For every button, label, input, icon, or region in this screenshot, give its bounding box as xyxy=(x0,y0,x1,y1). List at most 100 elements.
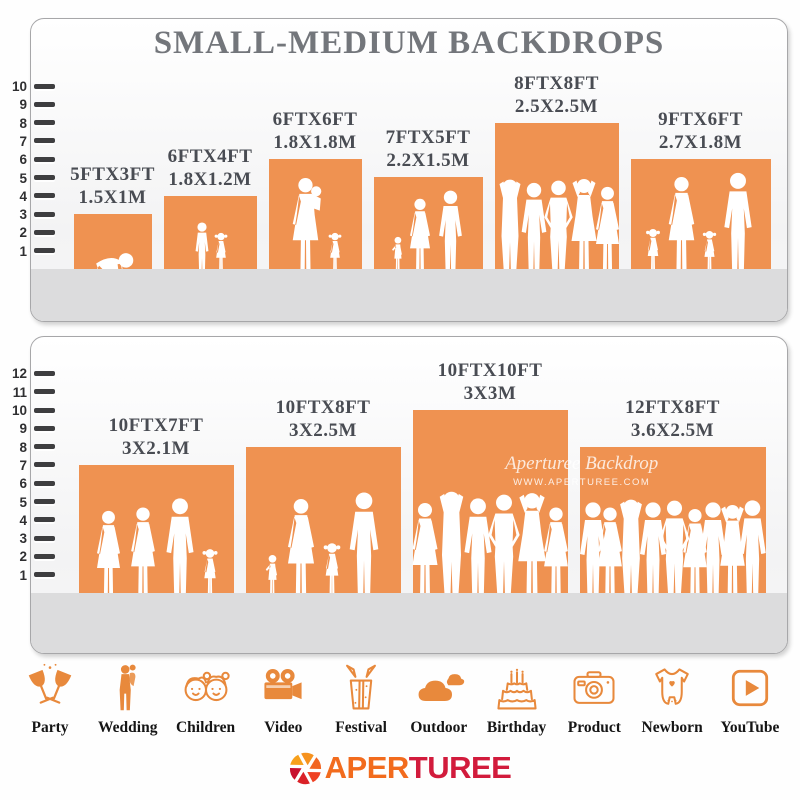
person-silhouette-woman xyxy=(90,510,127,602)
ruler-tick xyxy=(34,211,55,217)
ruler-tick xyxy=(34,389,55,395)
person-silhouette-woman xyxy=(589,186,626,278)
backdrop-box xyxy=(630,159,771,269)
ruler-number: 7 xyxy=(19,457,27,473)
backdrop-size-ft-label: 10FTX8FT xyxy=(275,397,371,419)
outdoor-icon xyxy=(418,674,465,701)
category-label: Outdoor xyxy=(410,719,468,736)
ruler-number: 10 xyxy=(11,403,27,418)
category-product: Product xyxy=(560,662,628,737)
person-silhouette-man xyxy=(433,190,468,278)
backdrop-size-m-label: 2.5X2.5M xyxy=(514,95,599,117)
category-label: Newborn xyxy=(641,719,703,736)
person-silhouette-man xyxy=(717,172,759,278)
person-silhouette-woman xyxy=(591,506,629,602)
category-newborn: Newborn xyxy=(638,662,706,737)
backdrop-item: 5FTX3FT 1.5X1M xyxy=(70,164,154,269)
person-silhouette-woman xyxy=(537,506,575,602)
backdrop-size-m-label: 1.8X1.8M xyxy=(273,131,357,153)
ruler-number: 10 xyxy=(11,79,27,94)
people-silhouettes xyxy=(405,490,576,602)
ruler-tick xyxy=(34,444,55,450)
backdrop-box xyxy=(78,465,234,593)
ruler-number: 4 xyxy=(19,188,27,204)
people-silhouettes xyxy=(623,172,779,278)
ruler-tick xyxy=(34,572,55,578)
category-label: Wedding xyxy=(98,719,158,736)
ruler-tick xyxy=(34,193,55,199)
ruler-tick xyxy=(34,248,55,254)
backdrop-box xyxy=(163,196,257,269)
backdrop-item: 7FTX5FT 2.2X1.5M xyxy=(373,127,483,269)
product-icon xyxy=(573,671,615,704)
person-silhouette-woman xyxy=(124,506,162,602)
category-party: Party xyxy=(16,662,84,737)
ruler-number: 3 xyxy=(19,531,27,547)
ruler-tick xyxy=(34,535,55,541)
backdrop-size-m-label: 2.7X1.8M xyxy=(658,131,743,153)
ruler-number: 9 xyxy=(19,97,27,113)
person-silhouette-man-up xyxy=(488,178,532,278)
category-outdoor: Outdoor xyxy=(405,662,473,737)
category-row: Party Wedding Children Video Festival Out… xyxy=(16,662,784,737)
backdrop-item: 10FTX8FT 3X2.5M xyxy=(245,397,401,593)
birthday-icon xyxy=(497,668,537,710)
ruler-number: 2 xyxy=(19,225,27,241)
backdrop-size-ft-label: 5FTX3FT xyxy=(70,164,155,186)
person-silhouette-woman xyxy=(676,508,714,602)
backdrop-box xyxy=(373,177,483,269)
ruler-number: 1 xyxy=(19,243,27,259)
person-silhouette-man xyxy=(159,498,201,602)
backdrop-size-m-label: 1.5X1M xyxy=(78,186,147,208)
festival-icon xyxy=(346,664,377,710)
person-silhouette-man-up xyxy=(608,498,654,602)
person-silhouette-woman xyxy=(405,502,445,602)
backdrop-size-label: 10FTX8FT 3X2.5M xyxy=(276,397,371,442)
people-silhouettes xyxy=(572,498,774,602)
backdrop-box xyxy=(268,159,362,269)
bottom-panel: 1 2 3 4 5 6 7 8 9 10 11 12 10FTX7FT 3X2.1M 10FTX8FT 3X… xyxy=(12,336,788,654)
backdrop-size-m-label: 2.2X1.5M xyxy=(386,149,470,171)
backdrop-size-label: 6FTX6FT 1.8X1.8M xyxy=(273,109,358,154)
person-silhouette-woman xyxy=(280,498,322,602)
ruler-number: 2 xyxy=(19,549,27,565)
wedding-icon xyxy=(119,664,136,711)
ruler-number: 1 xyxy=(19,567,27,583)
backdrop-size-ft-label: 8FTX8FT xyxy=(514,73,599,95)
category-video: Video xyxy=(249,662,317,737)
brand-logo-text-orange: APER xyxy=(324,750,410,785)
category-children: Children xyxy=(172,662,240,737)
people-silhouettes xyxy=(238,492,409,602)
people-silhouettes xyxy=(71,498,242,602)
ruler-number: 12 xyxy=(11,366,27,382)
category-youtube: YouTube xyxy=(716,662,784,737)
ruler-number: 11 xyxy=(12,384,27,400)
category-label: Festival xyxy=(335,719,387,736)
person-silhouette-man xyxy=(457,498,499,602)
person-silhouette-woman-baby xyxy=(285,176,328,278)
backdrop-item: 6FTX4FT 1.8X1.2M xyxy=(163,146,257,269)
backdrop-item: 12FTX8FT 3.6X2.5M xyxy=(579,397,766,593)
ruler-number: 9 xyxy=(19,421,27,437)
ruler-tick xyxy=(34,425,55,431)
ruler-tick xyxy=(34,120,55,126)
person-silhouette-man xyxy=(633,502,673,602)
backdrop-item: 8FTX8FT 2.5X2.5M xyxy=(494,73,619,269)
person-silhouette-woman xyxy=(661,176,702,278)
backdrop-size-m-label: 1.8X1.2M xyxy=(168,168,252,190)
category-birthday: Birthday xyxy=(483,662,551,737)
brand-logo: APERTUREE xyxy=(0,750,800,786)
top-panel: SMALL-MEDIUM BACKDROPS 1 2 3 4 5 6 7 8 9 10 5FTX3… xyxy=(12,18,788,322)
category-label: Video xyxy=(264,719,303,736)
children-icon xyxy=(184,671,230,702)
person-silhouette-woman-up xyxy=(712,504,753,602)
backdrop-row-bottom: 10FTX7FT 3X2.1M 10FTX8FT 3X2.5M 10FTX10FT 3X3… xyxy=(67,360,777,593)
ruler-number: 6 xyxy=(19,476,27,492)
page-title: SMALL-MEDIUM BACKDROPS xyxy=(153,25,665,61)
backdrop-size-ft-label: 10FTX10FT xyxy=(437,360,543,382)
category-label: YouTube xyxy=(720,719,780,736)
ruler-tick xyxy=(34,156,55,162)
category-label: Party xyxy=(31,719,69,736)
person-silhouette-man xyxy=(342,492,386,602)
brand-logo-text: APERTUREE xyxy=(325,750,512,786)
